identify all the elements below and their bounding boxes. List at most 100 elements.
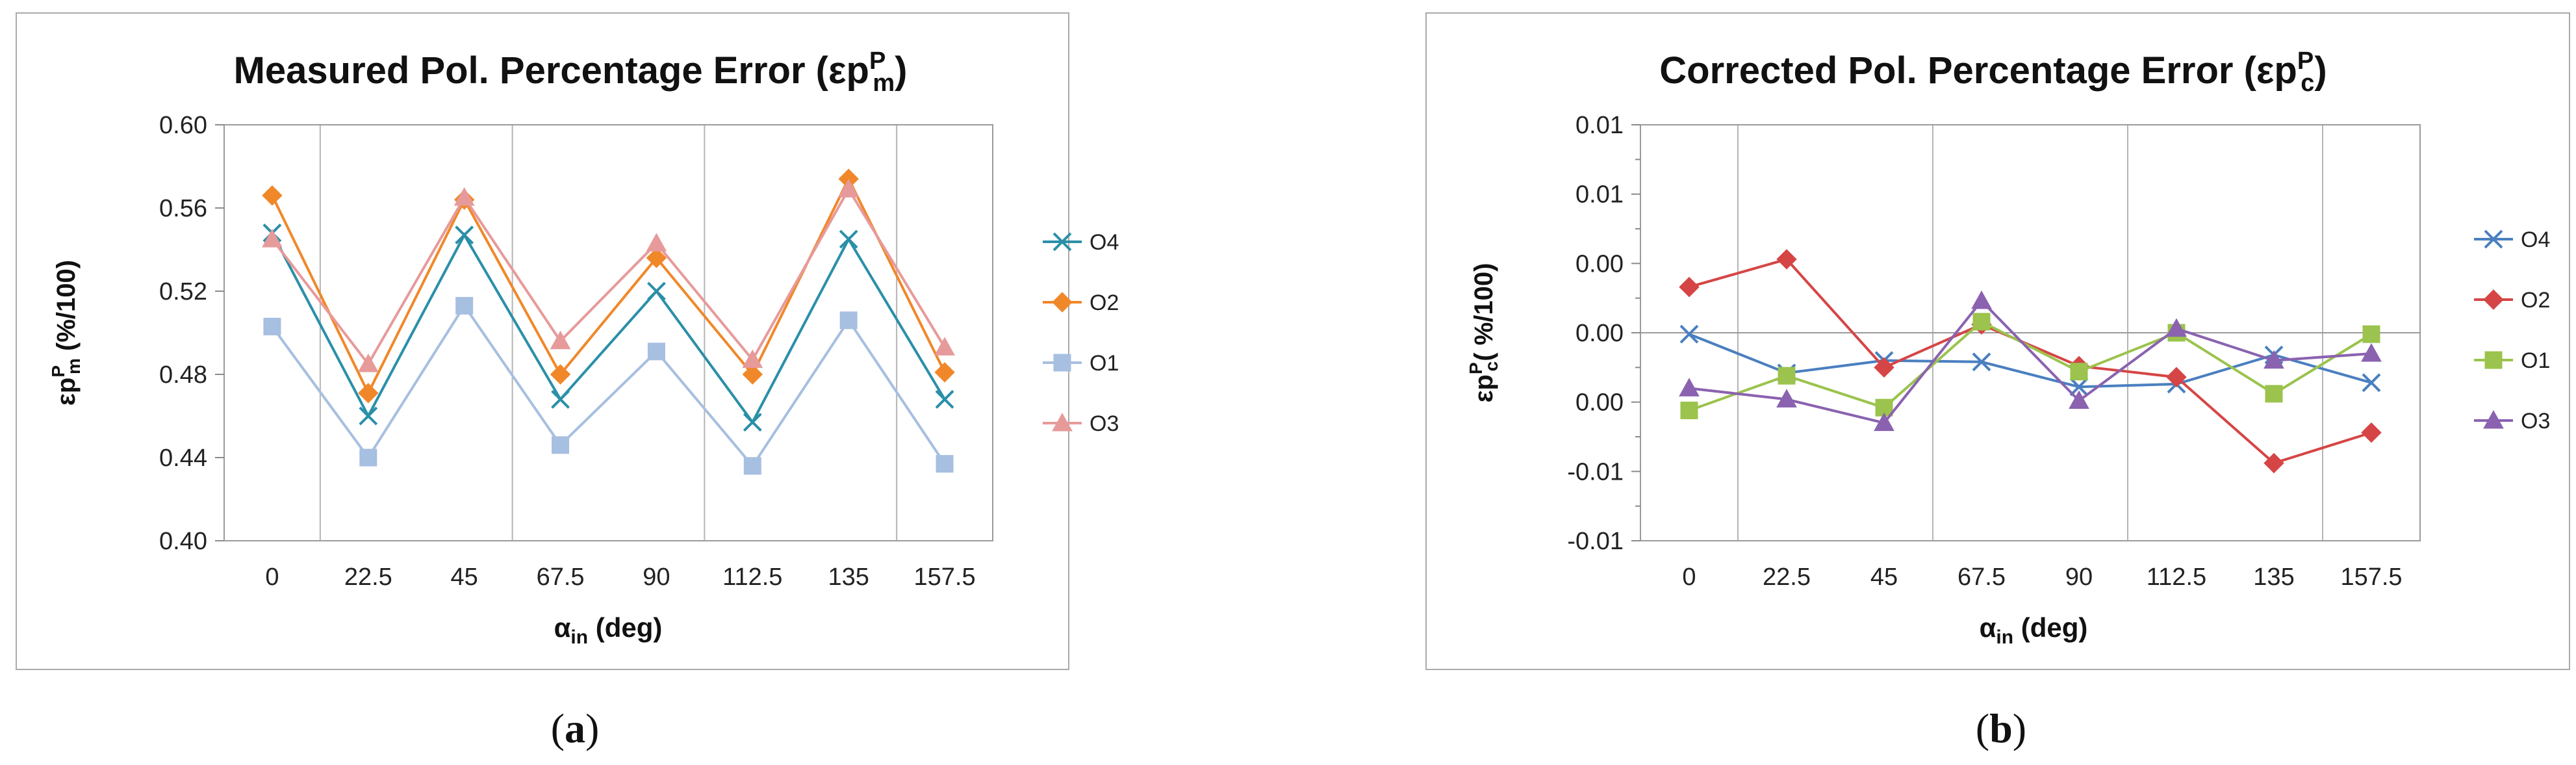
legend-label: O1 [1090,351,1119,376]
data-point-o1 [455,296,474,315]
data-point-o3 [838,179,860,198]
chart-title: Corrected Pol. Percentage Error (εpP c) [1659,47,2327,97]
series-line-o3 [271,187,946,367]
legend-entry-o3: O3 [2474,409,2550,434]
data-point-o1 [552,436,570,454]
y-tick-label: 0.44 [159,445,207,472]
data-point-o4 [455,226,474,245]
data-point-o3 [453,187,475,206]
legend-entry-o1: O1 [2474,348,2550,373]
data-point-o3 [2069,390,2089,409]
data-point-o3 [646,233,667,252]
legend-label: O3 [2521,409,2550,434]
x-tick-label: 22.5 [344,564,392,591]
legend-entry-o3: O3 [1043,411,1119,436]
x-axis-label: αin (deg) [1980,612,2088,648]
data-point-o4 [1972,352,1991,372]
y-tick-label: 0.01 [1575,181,1624,209]
data-point-o1 [2362,325,2380,343]
data-point-o2 [2264,452,2284,474]
data-point-o3 [1776,389,1797,408]
y-tick-label: 0.00 [1575,320,1624,347]
series-line-o4 [271,232,946,425]
x-tick-label: 0 [265,564,279,591]
data-point-o1 [743,457,761,475]
data-point-o1 [359,448,377,467]
x-tick-label: 157.5 [914,564,976,591]
legend-marker [2483,409,2504,429]
plot-area [223,124,993,541]
x-tick-label: 67.5 [1958,564,2006,591]
data-point-o2 [262,185,283,206]
legend-label: O1 [2521,348,2550,373]
data-point-o1 [647,343,665,361]
legend-entry-o1: O1 [1043,351,1119,376]
x-tick-label: 135 [828,564,869,591]
series-line-o3 [1689,298,2372,424]
data-point-o1 [839,311,858,330]
x-tick-label: 135 [2253,564,2294,591]
legend-marker [2484,351,2503,369]
x-tick-label: 45 [451,564,478,591]
x-tick-label: 112.5 [2147,564,2206,591]
data-point-o1 [2070,363,2088,381]
series-line-o2 [271,175,946,396]
data-point-o2 [2166,367,2187,387]
data-point-o4 [839,229,858,249]
chart-panel-a: 0.40 0.44 0.48 0.52 0.56 0.60 0 22.5 45 67.5 90 112… [16,12,1119,670]
series-line-o1 [1689,320,2373,412]
y-axis-label: εpPm (%/100) [48,260,84,406]
data-point-o3 [357,353,379,372]
y-tick-label: 0.00 [1575,389,1624,417]
data-point-o2 [1776,249,1797,270]
data-point-o2 [1874,357,1894,378]
data-point-o3 [2361,343,2382,362]
y-tick-label: -0.01 [1567,458,1624,486]
x-tick-label: 22.5 [1763,564,1811,591]
x-tick-label: 112.5 [722,564,782,591]
data-point-o3 [1874,412,1894,432]
data-point-o1 [1778,367,1796,385]
legend-label: O2 [1090,291,1119,315]
series-line-o4 [1689,333,2372,389]
data-point-o1 [1972,313,1991,331]
legend-entry-o4: O4 [1043,230,1119,255]
legend-label: O2 [2521,288,2550,313]
data-point-o1 [263,317,281,335]
data-point-o4 [359,406,378,426]
legend-marker [2484,229,2503,249]
data-point-o2 [550,364,571,385]
data-point-o3 [262,228,283,248]
data-point-o4 [2362,373,2381,393]
legend-entry-o4: O4 [2474,227,2550,252]
data-point-o2 [2361,422,2382,443]
legend-entry-o2: O2 [2474,288,2550,313]
legend-marker [1052,412,1073,432]
data-point-o1 [1680,401,1698,419]
data-point-o1 [936,455,954,473]
data-point-o3 [1679,378,1700,396]
y-tick-label: 0.01 [1575,112,1624,139]
legend-entry-o2: O2 [1043,291,1119,315]
data-point-o4 [743,413,762,432]
data-point-o3 [550,330,571,350]
data-point-o3 [934,337,955,356]
data-point-o2 [934,362,955,383]
data-point-o2 [742,364,763,385]
legend-marker [1052,292,1073,313]
legend-label: O4 [1090,230,1119,255]
panel-caption: (a) [551,705,600,751]
data-point-o3 [742,349,763,369]
data-point-o3 [1971,290,1992,309]
y-tick-label: 0.48 [159,361,207,389]
x-tick-label: 157.5 [2340,564,2402,591]
chart-panel-b: -0.01 -0.01 0.00 0.00 0.00 0.01 0.01 0 22.5 45 67.… [1425,12,2570,670]
y-tick-label: 0.40 [159,528,207,555]
data-point-o4 [935,389,954,409]
y-tick-label: 0.56 [159,195,207,222]
chart-title: Measured Pol. Percentage Error (εpP m) [234,47,908,97]
data-point-o4 [551,389,570,409]
data-point-o4 [2069,377,2089,396]
x-tick-label: 0 [1682,564,1696,591]
